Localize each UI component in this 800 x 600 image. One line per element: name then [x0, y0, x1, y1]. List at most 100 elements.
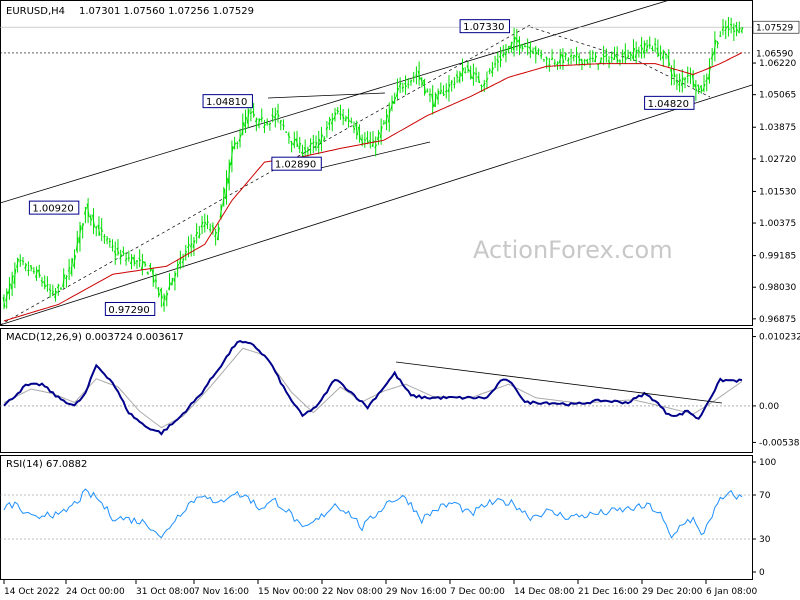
candle-body [520, 44, 524, 50]
candle-body [306, 148, 310, 153]
candle-body [192, 240, 196, 248]
candle-body [206, 221, 209, 226]
candle-body [659, 52, 662, 55]
candle-body [330, 118, 334, 125]
candle-body [211, 225, 215, 229]
candle-body [149, 264, 152, 271]
candle-body [341, 114, 345, 120]
candle-body [92, 214, 96, 228]
rsi-title: RSI(14) 67.0882 [6, 459, 87, 470]
candle-body [675, 80, 679, 84]
candle-body [173, 272, 177, 282]
candle-body [184, 251, 188, 255]
candle-body [333, 112, 337, 120]
candle-body [390, 100, 394, 110]
candle-body [482, 82, 486, 87]
candle-body [100, 227, 104, 233]
price-annotation: 1.07330 [463, 22, 504, 33]
candle-body [62, 274, 66, 288]
candle-body [499, 55, 502, 61]
candle-body [401, 86, 405, 89]
level-label-box [753, 46, 799, 59]
candle-body [176, 263, 180, 270]
candle-body [67, 267, 71, 272]
candle-body [116, 247, 120, 254]
macd-y-tick-label: 0.00 [759, 402, 779, 412]
candle-body [159, 288, 163, 299]
last-price-border [752, 20, 800, 34]
candle-body [189, 243, 193, 248]
candle-body [436, 91, 440, 100]
candle-body [610, 56, 613, 59]
candle-body [561, 54, 565, 63]
candle-body [5, 291, 9, 302]
triangle-lower-line [311, 141, 431, 171]
candle-body [672, 68, 676, 77]
candle-body [395, 87, 399, 97]
candle-body [224, 178, 228, 199]
candle-body [680, 77, 684, 86]
candle-body [694, 84, 698, 92]
candle-body [683, 78, 687, 81]
candle-body [97, 224, 101, 236]
candle-body [290, 140, 294, 145]
candle-body [252, 110, 256, 117]
candle-body [531, 51, 535, 54]
candle-body [230, 146, 234, 165]
candle-body [319, 134, 323, 144]
y-tick-label: 1.00375 [759, 219, 796, 229]
macd-title: MACD(12,26,9) 0.003724 0.003617 [6, 332, 184, 343]
x-tick-label: 15 Nov 00:00 [258, 587, 319, 597]
candle-body [40, 280, 44, 284]
x-axis: 14 Oct 2022 24 Oct 00:00 31 Oct 08:00 7 Nov… [3, 580, 758, 597]
candle-body [528, 46, 532, 53]
candle-body [613, 54, 616, 61]
candle-body [187, 244, 190, 249]
candle-body [103, 235, 106, 238]
candle-body [135, 260, 139, 262]
candle-body [124, 258, 128, 262]
x-tick-label: 6 Jan 08:00 [706, 587, 758, 597]
candle-body [420, 77, 424, 85]
candle-body [314, 142, 318, 149]
candle-body [83, 207, 87, 215]
candle-body [266, 122, 269, 125]
candle-body [480, 84, 483, 88]
last-price-label-box [753, 21, 799, 34]
candle-body [485, 78, 489, 83]
candle-body [455, 74, 459, 78]
candle-body [577, 55, 581, 61]
candle-body [2, 297, 6, 308]
candle-body [268, 122, 272, 126]
price-annotation: 0.97290 [108, 305, 149, 316]
swing-dashed-line [529, 26, 711, 98]
candle-body [707, 66, 711, 80]
candle-body [453, 83, 456, 85]
candle-body [89, 216, 93, 221]
macd-trendline [395, 361, 723, 404]
candle-body [607, 60, 611, 64]
y-tick-label: 1.05065 [759, 91, 796, 101]
candle-body [352, 125, 356, 130]
candle-body [509, 41, 513, 48]
candle-body [35, 269, 39, 278]
price-annotation: 1.02890 [275, 160, 316, 171]
y-tick-label: 1.01530 [759, 187, 796, 197]
x-tick-label: 29 Nov 16:00 [386, 587, 447, 597]
last-price-label: 1.07529 [756, 24, 793, 34]
channel-upper-line [0, 0, 671, 204]
candle-body [466, 65, 470, 72]
candle-body [735, 24, 739, 32]
candle-body [697, 84, 701, 91]
candle-body [287, 133, 291, 138]
candle-body [203, 221, 207, 228]
candle-body [75, 237, 79, 251]
channel-mid-line [0, 24, 531, 326]
candle-body [409, 79, 413, 83]
candle-body [721, 26, 725, 31]
candle-body [623, 51, 627, 60]
candle-body [322, 137, 326, 142]
candle-body [336, 109, 340, 113]
candle-body [132, 257, 136, 265]
candle-body [656, 47, 660, 57]
